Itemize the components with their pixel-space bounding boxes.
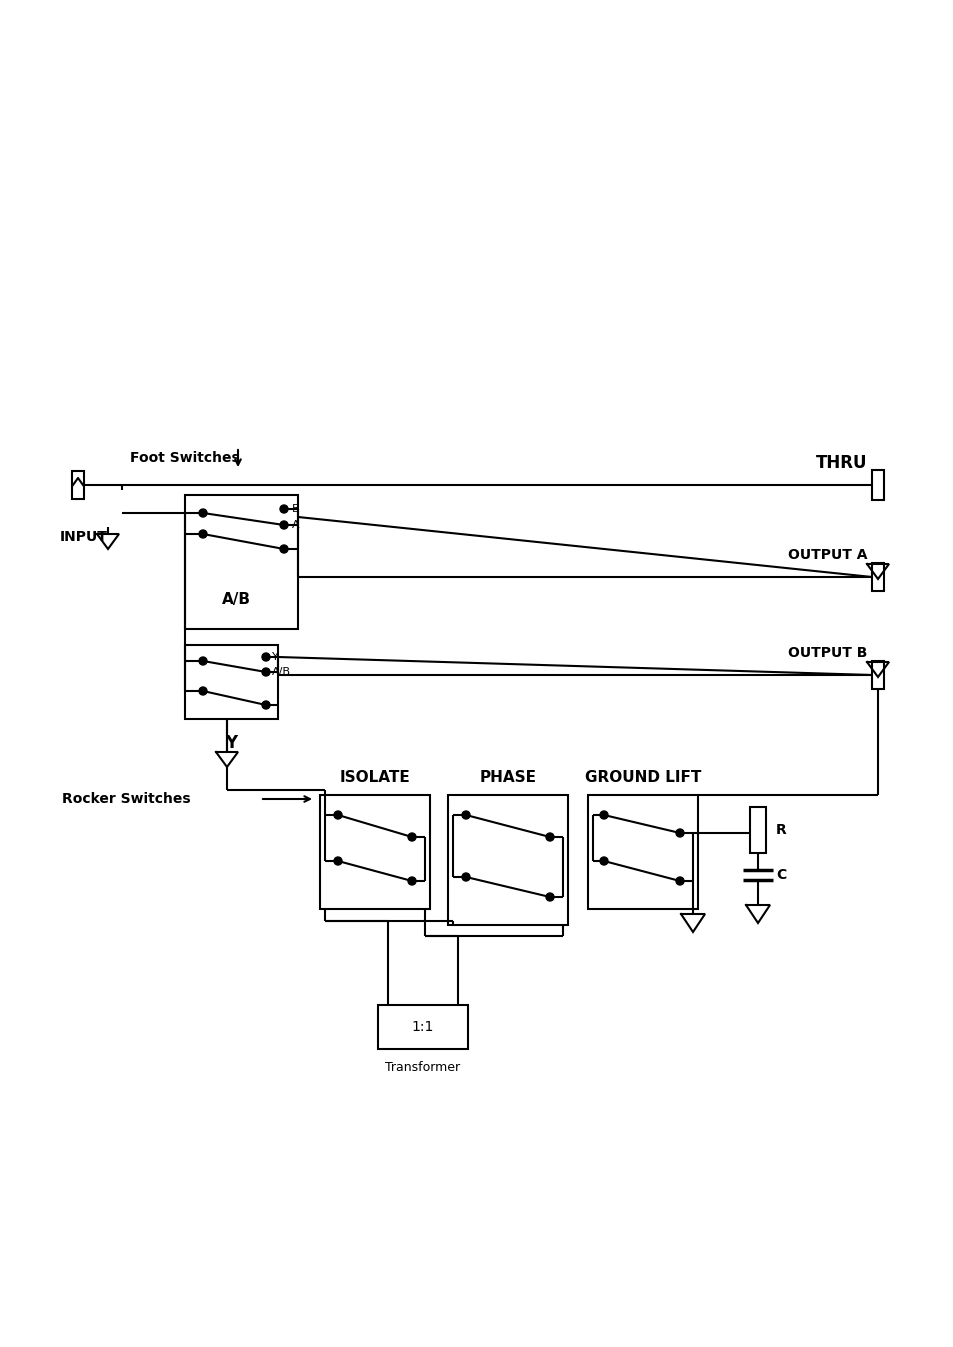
Text: R: R (775, 823, 786, 836)
Circle shape (262, 700, 270, 709)
Circle shape (199, 657, 207, 665)
Circle shape (676, 877, 683, 885)
Circle shape (334, 811, 341, 819)
Circle shape (408, 832, 416, 841)
Bar (185, 494, 297, 629)
Circle shape (262, 668, 270, 676)
Bar (871, 563, 883, 591)
Text: INPUT: INPUT (60, 529, 108, 544)
Bar (71, 471, 84, 498)
Circle shape (262, 653, 270, 661)
Bar (319, 795, 430, 909)
Text: Transformer: Transformer (385, 1061, 460, 1074)
Text: Y: Y (225, 734, 237, 752)
Circle shape (599, 811, 607, 819)
Circle shape (461, 873, 470, 881)
Text: Foot Switches: Foot Switches (130, 451, 239, 465)
Circle shape (280, 505, 288, 513)
Bar (448, 795, 567, 925)
Circle shape (280, 521, 288, 529)
Circle shape (545, 893, 554, 901)
Bar (749, 807, 765, 853)
Bar (871, 661, 883, 690)
Bar (185, 645, 277, 719)
Circle shape (461, 811, 470, 819)
Circle shape (280, 546, 288, 554)
Bar (871, 470, 883, 500)
Text: A/B: A/B (272, 667, 291, 678)
Text: A: A (292, 520, 299, 529)
Text: Y: Y (272, 652, 278, 661)
Circle shape (545, 832, 554, 841)
Text: C: C (775, 867, 785, 882)
Text: 1:1: 1:1 (412, 1020, 434, 1034)
Circle shape (199, 687, 207, 695)
Text: ISOLATE: ISOLATE (339, 770, 410, 785)
Text: OUTPUT A: OUTPUT A (786, 548, 866, 562)
Circle shape (599, 857, 607, 865)
Text: Rocker Switches: Rocker Switches (62, 792, 191, 806)
Text: OUTPUT B: OUTPUT B (787, 647, 866, 660)
Text: A/B: A/B (222, 591, 251, 607)
Bar (587, 795, 698, 909)
Circle shape (199, 509, 207, 517)
Circle shape (334, 857, 341, 865)
Text: B: B (292, 504, 299, 515)
Circle shape (676, 828, 683, 836)
Bar (377, 1005, 468, 1049)
Text: THRU: THRU (815, 454, 866, 471)
Text: GROUND LIFT: GROUND LIFT (584, 770, 700, 785)
Circle shape (199, 529, 207, 537)
Text: PHASE: PHASE (479, 770, 536, 785)
Circle shape (408, 877, 416, 885)
